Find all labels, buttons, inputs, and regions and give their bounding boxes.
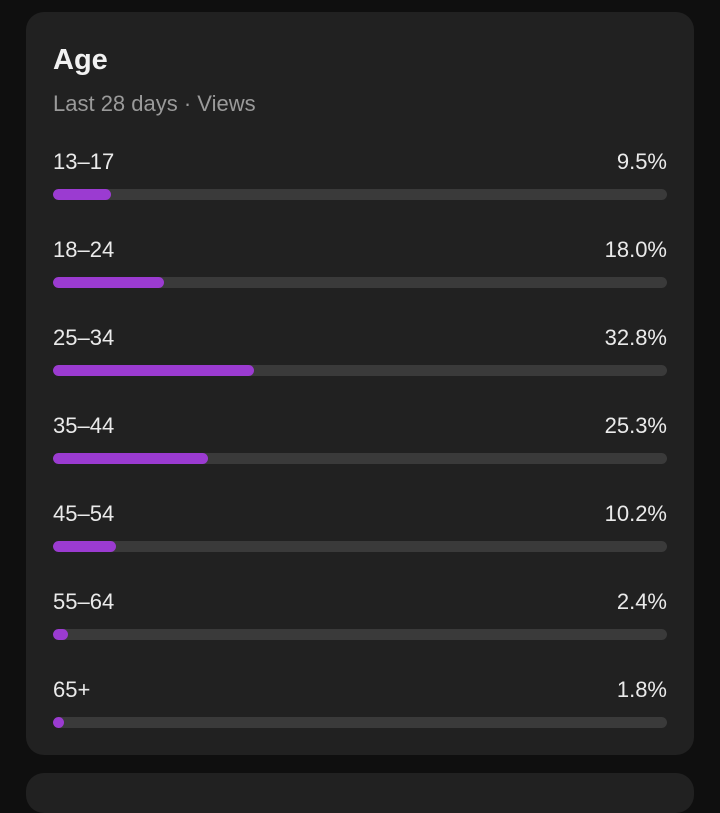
age-range-label: 45–54 — [53, 501, 115, 526]
age-range-label: 25–34 — [53, 325, 115, 350]
age-row: 55–64 2.4% — [53, 586, 667, 674]
age-percent-value: 2.4% — [616, 589, 667, 614]
progress-track — [53, 541, 667, 552]
card-subtitle: Last 28 days · Views — [53, 91, 256, 116]
age-percent-value: 25.3% — [604, 413, 667, 438]
progress-track — [53, 453, 667, 464]
age-row: 13–17 9.5% — [53, 146, 667, 234]
age-row: 25–34 32.8% — [53, 322, 667, 410]
age-range-label: 13–17 — [53, 149, 115, 174]
progress-track — [53, 717, 667, 728]
age-percent-value: 1.8% — [616, 677, 667, 702]
age-range-label: 18–24 — [53, 237, 115, 262]
age-distribution-list: 13–17 9.5% 18–24 18.0% 25–34 32.8% 35–44… — [53, 146, 667, 762]
progress-fill — [53, 717, 65, 728]
progress-track — [53, 629, 667, 640]
card-title: Age — [53, 44, 108, 76]
age-row: 45–54 10.2% — [53, 498, 667, 586]
age-row: 18–24 18.0% — [53, 234, 667, 322]
age-percent-value: 9.5% — [616, 149, 667, 174]
age-percent-value: 18.0% — [604, 237, 667, 262]
progress-fill — [53, 189, 112, 200]
progress-fill — [53, 453, 209, 464]
progress-fill — [53, 629, 68, 640]
age-range-label: 65+ — [53, 677, 91, 702]
age-range-label: 35–44 — [53, 413, 115, 438]
age-percent-value: 32.8% — [604, 325, 667, 350]
progress-track — [53, 189, 667, 200]
age-percent-value: 10.2% — [604, 501, 667, 526]
progress-fill — [53, 365, 255, 376]
age-row: 35–44 25.3% — [53, 410, 667, 498]
progress-track — [53, 365, 667, 376]
age-row: 65+ 1.8% — [53, 674, 667, 762]
age-range-label: 55–64 — [53, 589, 115, 614]
age-card: Age Last 28 days · Views 13–17 9.5% 18–2… — [26, 12, 694, 755]
progress-fill — [53, 277, 164, 288]
progress-fill — [53, 541, 116, 552]
progress-track — [53, 277, 667, 288]
next-card-edge — [26, 773, 694, 813]
